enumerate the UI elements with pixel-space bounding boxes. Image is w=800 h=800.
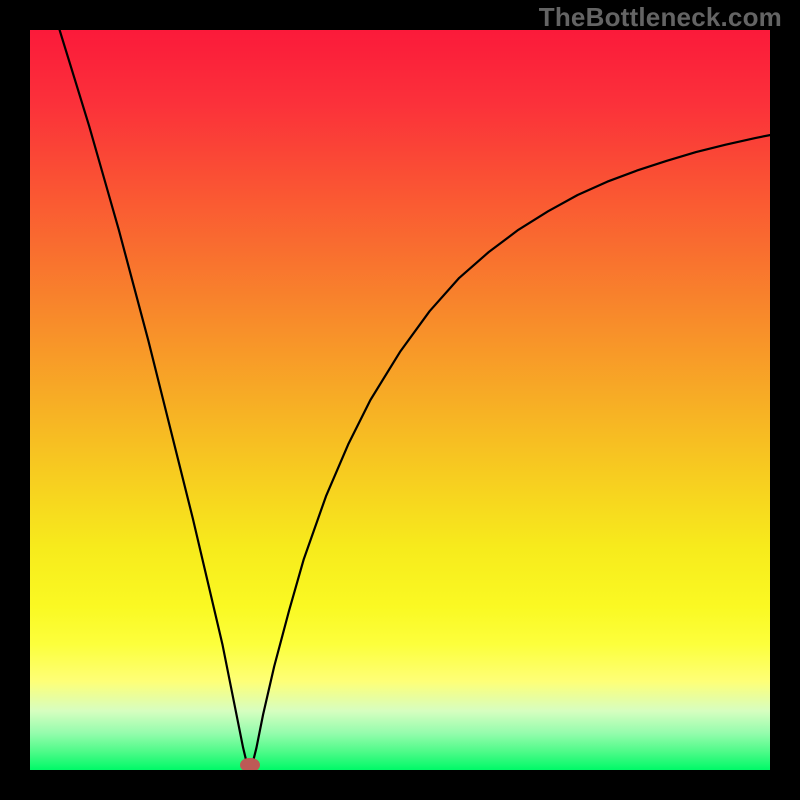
minimum-marker	[240, 758, 260, 770]
curve-path	[60, 30, 770, 770]
chart-frame: TheBottleneck.com	[0, 0, 800, 800]
plot-area	[30, 30, 770, 770]
watermark-text: TheBottleneck.com	[539, 2, 782, 33]
bottleneck-curve	[30, 30, 770, 770]
